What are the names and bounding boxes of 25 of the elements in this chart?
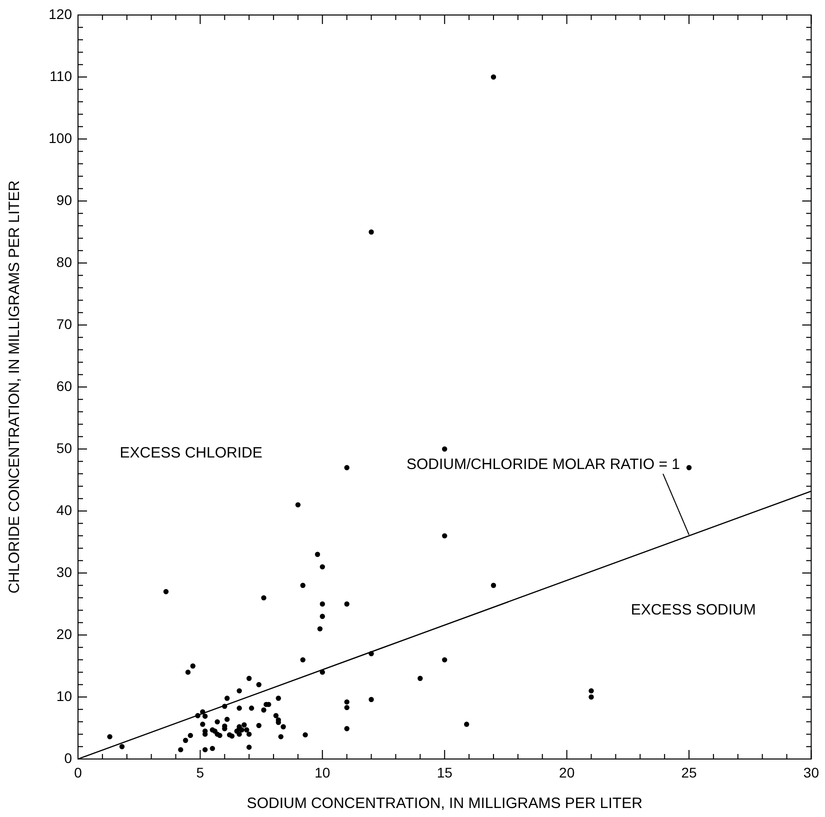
annotation: EXCESS CHLORIDE [120, 444, 262, 462]
x-tick-label: 10 [314, 764, 330, 780]
y-tick-label: 70 [56, 316, 72, 332]
y-tick-label: 100 [48, 130, 72, 146]
x-tick-label: 20 [559, 764, 575, 780]
y-tick-label: 10 [56, 688, 72, 704]
x-axis-title: SODIUM CONCENTRATION, IN MILLIGRAMS PER LITER [246, 795, 643, 812]
y-tick-label: 80 [56, 254, 72, 270]
x-tick-label: 15 [436, 764, 453, 780]
annotation: EXCESS SODIUM [630, 601, 756, 618]
x-tick-label: 30 [803, 764, 820, 780]
y-tick-label: 90 [56, 192, 72, 208]
y-tick-label: 50 [56, 440, 72, 456]
x-tick-label: 25 [681, 764, 698, 780]
x-tick-label: 5 [196, 764, 204, 780]
y-tick-label: 20 [56, 626, 72, 642]
y-tick-label: 0 [64, 750, 72, 766]
y-tick-label: 120 [48, 6, 72, 22]
y-tick-label: 110 [50, 68, 72, 84]
y-tick-label: 40 [56, 502, 72, 518]
y-tick-label: 30 [56, 564, 72, 580]
y-axis-title: CHLORIDE CONCENTRATION, IN MILLIGRAMS PER LITER [6, 180, 24, 594]
annotation: SODIUM/CHLORIDE MOLAR RATIO = 1 [406, 456, 680, 473]
x-tick-label: 0 [74, 764, 82, 780]
y-tick-label: 60 [56, 378, 72, 394]
